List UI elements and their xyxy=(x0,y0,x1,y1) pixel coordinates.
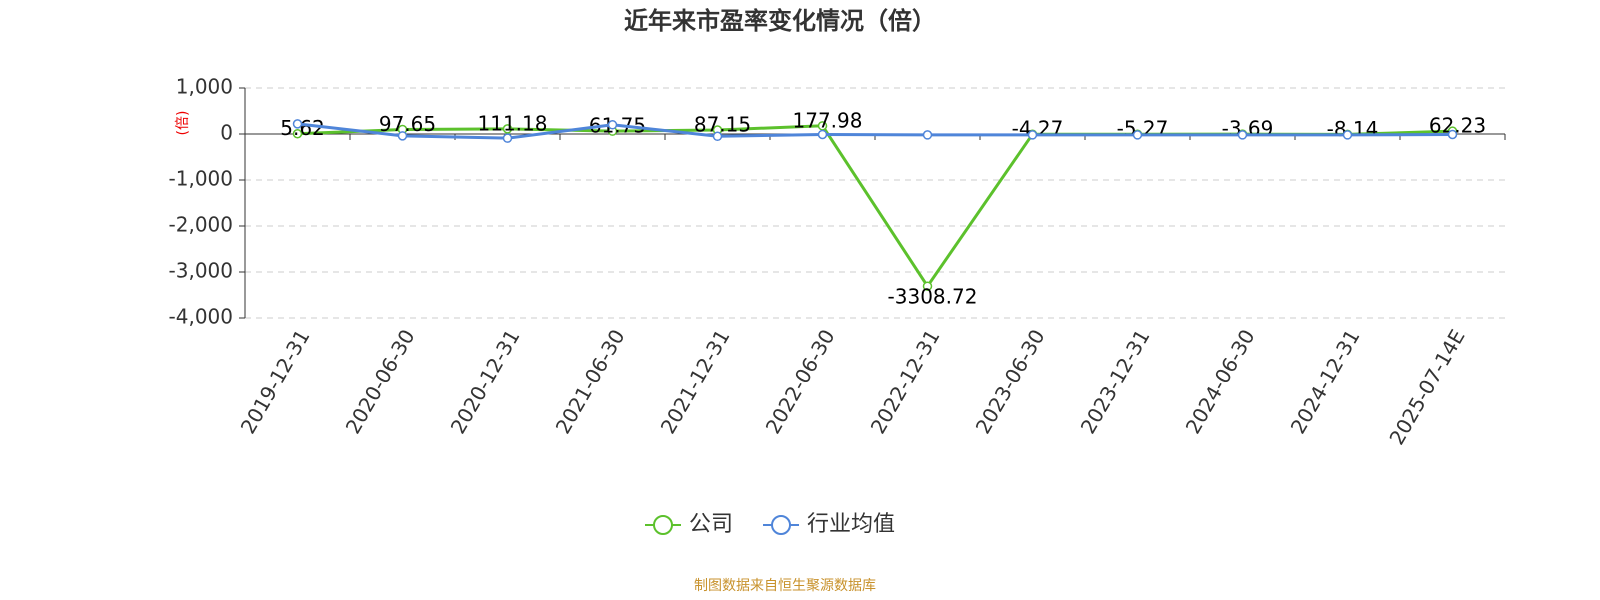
y-tick-label: 0 xyxy=(220,121,233,145)
data-point xyxy=(817,129,828,140)
x-tick-label: 2020-06-30 xyxy=(341,325,420,438)
x-tick-label: 2020-12-31 xyxy=(446,325,525,438)
x-tick-label: 2019-12-31 xyxy=(236,325,315,438)
x-tick-label: 2022-12-31 xyxy=(866,325,945,438)
x-tick-label: 2022-06-30 xyxy=(761,325,840,438)
data-label: 5.62 xyxy=(280,116,325,140)
series-line xyxy=(297,122,1453,140)
x-tick-label: 2024-12-31 xyxy=(1286,325,1365,438)
data-label: -8.14 xyxy=(1327,117,1379,141)
legend-marker xyxy=(771,515,792,535)
data-point xyxy=(1027,130,1038,140)
data-label: -5.27 xyxy=(1117,117,1169,141)
y-tick-label: 1,000 xyxy=(176,75,233,99)
data-point xyxy=(1132,130,1143,140)
data-label: 97.65 xyxy=(379,112,436,136)
data-point xyxy=(1447,129,1458,140)
data-point xyxy=(922,281,933,291)
x-tick-label: 2024-06-30 xyxy=(1181,325,1260,438)
source-note: 制图数据来自恒生聚源数据库 xyxy=(694,578,876,594)
data-label: 177.98 xyxy=(793,108,863,132)
data-point xyxy=(1342,130,1353,140)
data-point xyxy=(1237,130,1248,140)
x-tick-label: 2023-06-30 xyxy=(971,325,1050,438)
x-tick-label: 2023-12-31 xyxy=(1076,325,1155,438)
data-point xyxy=(397,131,408,141)
x-tick-label: 2025-07-14E xyxy=(1384,325,1469,449)
data-point xyxy=(607,120,618,130)
data-label: -3.69 xyxy=(1222,117,1274,141)
y-tick-label: -4,000 xyxy=(169,305,233,329)
y-tick-label: -2,000 xyxy=(169,213,233,237)
legend-label: 行业均值 xyxy=(807,512,895,537)
chart-title: 近年来市盈率变化情况（倍） xyxy=(624,7,936,35)
series-line xyxy=(297,124,1453,289)
y-axis-label: (倍) xyxy=(175,111,191,136)
legend-marker xyxy=(653,515,673,535)
y-tick-label: -3,000 xyxy=(169,259,233,283)
data-label: -3308.72 xyxy=(888,285,978,309)
x-tick-label: 2021-06-30 xyxy=(551,325,630,438)
data-point xyxy=(502,133,513,143)
data-label: -4.27 xyxy=(1012,117,1064,141)
y-tick-label: -1,000 xyxy=(169,167,233,191)
legend-label: 公司 xyxy=(689,512,733,537)
data-point xyxy=(712,131,723,142)
data-point xyxy=(292,119,303,129)
x-tick-label: 2021-12-31 xyxy=(656,325,735,438)
data-label: 87.15 xyxy=(694,112,751,136)
data-point xyxy=(292,128,303,139)
data-point xyxy=(922,130,933,140)
data-label: 111.18 xyxy=(478,111,548,135)
data-point xyxy=(502,124,513,134)
